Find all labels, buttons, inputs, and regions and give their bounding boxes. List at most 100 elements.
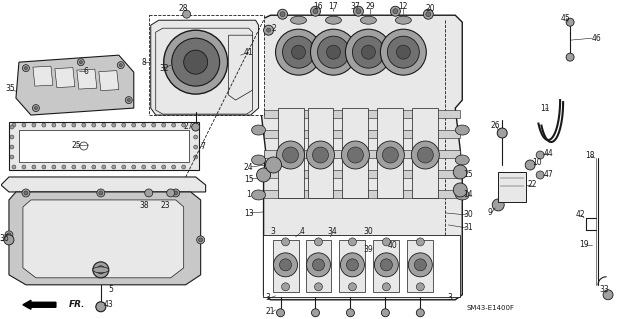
Circle shape [42,165,46,169]
Bar [412,108,438,198]
Circle shape [356,9,361,14]
Circle shape [353,36,385,68]
Circle shape [32,123,36,127]
Ellipse shape [396,16,412,24]
Polygon shape [228,35,253,100]
Text: 16: 16 [314,2,323,11]
Circle shape [417,283,424,291]
Circle shape [7,233,11,237]
Circle shape [278,9,287,19]
Circle shape [390,6,401,16]
Polygon shape [33,66,53,86]
Circle shape [182,165,186,169]
Circle shape [282,36,314,68]
Circle shape [453,165,467,179]
Circle shape [22,65,29,72]
Circle shape [282,147,298,163]
Ellipse shape [455,190,469,200]
Circle shape [122,123,126,127]
Circle shape [346,309,355,317]
Circle shape [172,165,176,169]
Polygon shape [9,192,201,285]
Text: 40: 40 [387,241,397,250]
Polygon shape [99,70,119,91]
Circle shape [273,253,298,277]
Circle shape [10,135,14,139]
Circle shape [12,123,16,127]
Text: 2: 2 [271,24,276,33]
Circle shape [10,125,14,129]
Text: 20: 20 [426,4,435,13]
Circle shape [603,290,613,300]
Circle shape [102,165,106,169]
Circle shape [12,165,16,169]
Circle shape [194,125,198,129]
Circle shape [125,97,132,104]
Circle shape [312,259,324,271]
Circle shape [184,50,207,74]
Circle shape [141,165,146,169]
Text: 36: 36 [0,234,9,243]
Text: 1: 1 [246,190,251,199]
Circle shape [62,165,66,169]
Ellipse shape [360,16,376,24]
Circle shape [52,165,56,169]
Circle shape [22,189,30,197]
Text: 11: 11 [540,104,550,113]
Text: 46: 46 [591,34,601,43]
Text: 32: 32 [159,63,168,73]
Circle shape [152,165,156,169]
Bar [407,240,433,292]
Bar [264,110,460,118]
Bar [264,150,460,158]
Text: 28: 28 [179,4,188,13]
Circle shape [310,6,321,16]
Circle shape [141,123,146,127]
Circle shape [102,123,106,127]
Polygon shape [9,122,198,170]
Circle shape [536,171,544,179]
Circle shape [426,12,431,17]
Circle shape [310,29,356,75]
Circle shape [119,64,122,67]
Circle shape [312,147,328,163]
Circle shape [453,183,467,197]
Circle shape [4,235,14,245]
Text: 30: 30 [463,211,473,219]
Circle shape [77,59,84,66]
Circle shape [264,25,273,35]
Circle shape [97,266,105,274]
Bar [148,15,264,115]
Text: 5: 5 [108,285,113,294]
Bar [307,108,333,198]
Circle shape [374,253,398,277]
Circle shape [266,157,282,173]
Text: 37: 37 [351,2,360,11]
Circle shape [314,283,323,291]
Circle shape [122,165,126,169]
Circle shape [380,29,426,75]
Ellipse shape [252,155,266,165]
Circle shape [5,231,13,239]
Text: 41: 41 [244,48,253,57]
Text: 17: 17 [329,2,339,11]
Circle shape [22,165,26,169]
Circle shape [172,38,220,86]
Circle shape [196,236,205,244]
Text: 39: 39 [364,245,373,254]
Circle shape [62,123,66,127]
Circle shape [346,259,358,271]
Text: 19: 19 [579,241,589,249]
Circle shape [313,9,318,14]
Text: 44: 44 [543,149,553,158]
Text: 31: 31 [463,223,473,233]
Circle shape [282,283,289,291]
Circle shape [382,147,398,163]
Circle shape [166,189,175,197]
Circle shape [387,36,419,68]
Circle shape [172,189,180,197]
Circle shape [414,259,426,271]
Circle shape [276,141,305,169]
Polygon shape [1,177,205,192]
Circle shape [417,309,424,317]
